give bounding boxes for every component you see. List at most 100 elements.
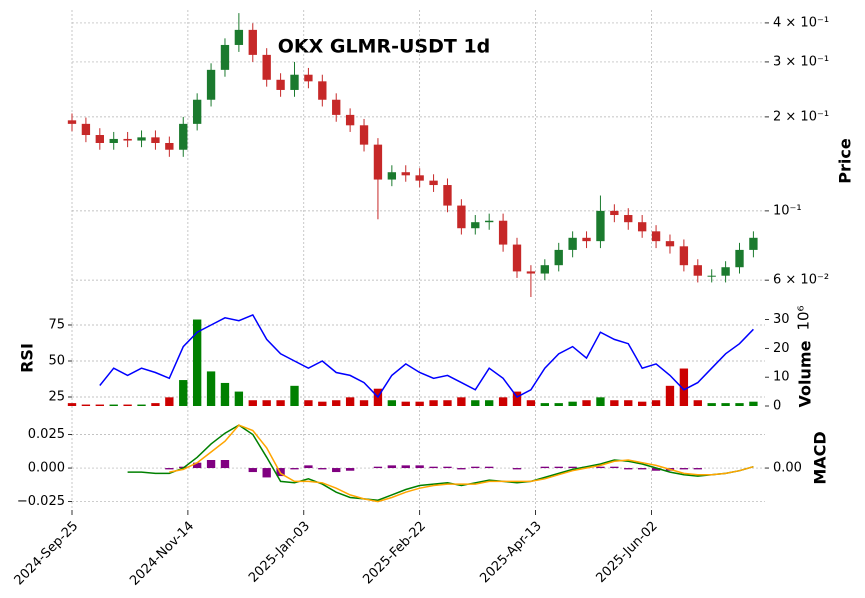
candle-body	[624, 215, 633, 223]
bar	[318, 401, 327, 406]
bar	[637, 468, 647, 470]
bar	[415, 401, 424, 406]
candle-body	[234, 29, 244, 45]
bar	[526, 400, 536, 406]
y-tick-label: 25	[48, 389, 65, 404]
candle-body	[67, 120, 77, 124]
bar	[401, 465, 410, 469]
bar	[693, 400, 702, 406]
bar	[165, 397, 174, 406]
bar	[679, 368, 689, 406]
y2-tick-label: 3 × 10⁻¹	[773, 54, 829, 69]
volume-axis-label: Volume	[796, 340, 815, 407]
bar	[457, 468, 466, 470]
candle-body	[262, 54, 271, 80]
bar	[471, 466, 480, 469]
bar	[693, 468, 702, 470]
candle-body	[220, 44, 230, 70]
y2-tick-label: 30	[773, 312, 790, 327]
bar	[179, 380, 188, 406]
candle-body	[373, 144, 383, 180]
bar	[540, 466, 549, 469]
candle-body	[345, 114, 355, 126]
candle-body	[679, 246, 689, 266]
bar	[387, 400, 397, 406]
y-tick-label: 0.000	[28, 461, 65, 476]
bar	[471, 400, 480, 406]
bar	[290, 468, 299, 470]
candle-body	[707, 275, 716, 277]
candle-body	[637, 222, 647, 232]
bar	[415, 465, 424, 469]
y2-tick-label: 20	[773, 341, 790, 356]
chart-title: OKX GLMR-USDT 1d	[278, 36, 491, 58]
bar	[151, 403, 160, 406]
candle-body	[304, 74, 313, 82]
bar	[498, 397, 508, 406]
candle-body	[429, 180, 438, 186]
bar	[192, 462, 202, 469]
candle-body	[109, 138, 118, 143]
bar	[387, 465, 397, 469]
bar	[109, 404, 118, 406]
bar	[651, 400, 661, 406]
y2-tick-label: 0.00	[773, 461, 802, 476]
bar	[651, 468, 661, 471]
bar	[276, 400, 285, 406]
y-tick-label: −0.025	[17, 494, 65, 509]
bar	[137, 404, 146, 406]
bar	[248, 400, 257, 406]
bar	[206, 371, 216, 406]
candle-body	[359, 125, 369, 145]
candle-body	[665, 241, 675, 247]
bar	[95, 404, 104, 406]
bar	[596, 397, 605, 406]
volume-offset: 10⁶	[795, 305, 813, 330]
bar	[192, 319, 202, 406]
bar	[220, 382, 230, 406]
candle-body	[179, 123, 188, 150]
bar	[610, 466, 619, 469]
candle-body	[721, 267, 730, 276]
candle-body	[248, 29, 257, 55]
bar	[707, 403, 716, 406]
bar	[679, 468, 689, 470]
candle-body	[471, 222, 480, 229]
candle-body	[81, 123, 91, 136]
macd-axis-label: MACD	[811, 431, 830, 484]
bar	[624, 468, 633, 470]
x-tick-label: 2025-Jun-02	[594, 519, 661, 586]
candle-body	[276, 79, 285, 90]
bar	[332, 400, 341, 406]
candle-body	[332, 99, 341, 115]
line	[127, 424, 754, 501]
bar	[582, 400, 591, 406]
candle-body	[123, 138, 132, 141]
y-tick-label: 50	[48, 353, 65, 368]
bar	[568, 466, 577, 469]
rsi-axis-label: RSI	[18, 343, 37, 373]
y-tick-label: 0.025	[28, 427, 65, 442]
bar	[485, 400, 494, 406]
bar	[443, 400, 452, 406]
bar	[165, 468, 174, 470]
bar	[248, 468, 257, 473]
candle-body	[401, 172, 410, 176]
candle-body	[582, 237, 591, 242]
bar	[262, 400, 271, 406]
bar	[457, 397, 466, 406]
candle-body	[95, 135, 104, 143]
bar	[665, 385, 675, 406]
candle-body	[387, 172, 397, 180]
candle-body	[693, 265, 702, 276]
candle-body	[206, 69, 216, 100]
bar	[332, 468, 341, 473]
y2-tick-label: 10⁻¹	[773, 203, 802, 218]
candle-body	[457, 205, 466, 229]
bar	[610, 400, 619, 406]
line	[169, 424, 754, 503]
price-axis-label: Price	[836, 138, 855, 184]
bar	[485, 466, 494, 469]
candle-body	[151, 137, 160, 143]
